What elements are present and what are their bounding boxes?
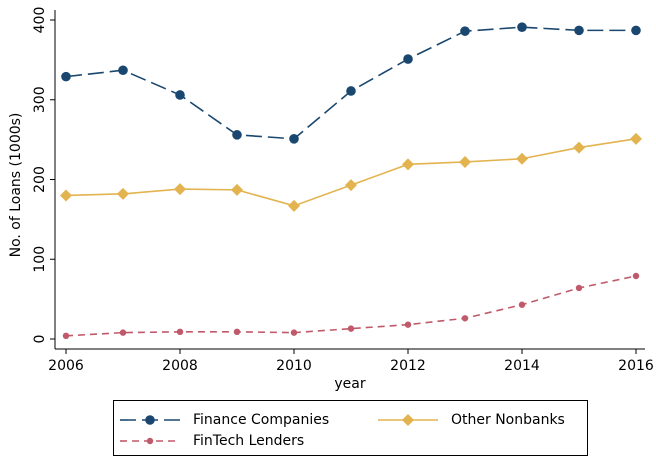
marker — [347, 325, 355, 332]
series-line — [65, 138, 637, 207]
x-tick-label: 2014 — [504, 358, 540, 374]
marker — [117, 187, 129, 200]
marker — [575, 284, 583, 292]
legend-label: FinTech Lenders — [193, 433, 304, 449]
marker — [518, 301, 526, 308]
marker — [516, 152, 528, 165]
legend-label: Finance Companies — [193, 412, 329, 428]
marker — [118, 65, 128, 76]
marker — [459, 155, 471, 168]
marker — [60, 189, 72, 202]
marker — [290, 329, 298, 336]
marker — [630, 132, 642, 145]
marker — [175, 90, 185, 100]
marker — [232, 130, 242, 140]
y-tick-label: 0 — [32, 335, 48, 344]
marker — [404, 321, 412, 328]
marker — [289, 134, 299, 144]
y-tick-label: 200 — [32, 166, 48, 193]
marker — [62, 332, 70, 340]
marker — [460, 26, 470, 36]
x-tick-label: 2016 — [618, 358, 654, 374]
marker — [119, 329, 127, 336]
y-tick-label: 100 — [32, 246, 48, 273]
legend-marker — [402, 414, 414, 426]
x-tick-label: 2006 — [48, 358, 84, 374]
x-tick-label: 2012 — [390, 358, 426, 374]
marker — [233, 328, 241, 336]
marker — [631, 25, 641, 36]
marker — [574, 25, 584, 36]
legend-marker — [146, 437, 154, 445]
marker — [517, 22, 527, 32]
x-tick-label: 2008 — [162, 358, 198, 374]
y-tick-label: 400 — [32, 7, 48, 34]
marker — [346, 86, 356, 96]
y-axis-title: No. of Loans (1000s) — [8, 113, 24, 258]
x-axis-title: year — [334, 376, 365, 392]
marker — [573, 141, 585, 154]
y-tick-label: 300 — [32, 86, 48, 113]
series-line — [65, 26, 636, 140]
x-tick-label: 2010 — [276, 358, 312, 374]
marker — [461, 315, 469, 322]
marker — [231, 183, 243, 196]
marker — [632, 272, 640, 280]
legend-marker — [145, 415, 155, 425]
marker — [176, 328, 184, 336]
marker — [402, 158, 414, 171]
marker — [403, 54, 413, 64]
legend-box — [113, 400, 588, 456]
marker — [61, 71, 71, 82]
marker — [174, 183, 186, 196]
marker — [288, 199, 300, 212]
marker — [345, 179, 357, 192]
legend-label: Other Nonbanks — [451, 412, 565, 428]
